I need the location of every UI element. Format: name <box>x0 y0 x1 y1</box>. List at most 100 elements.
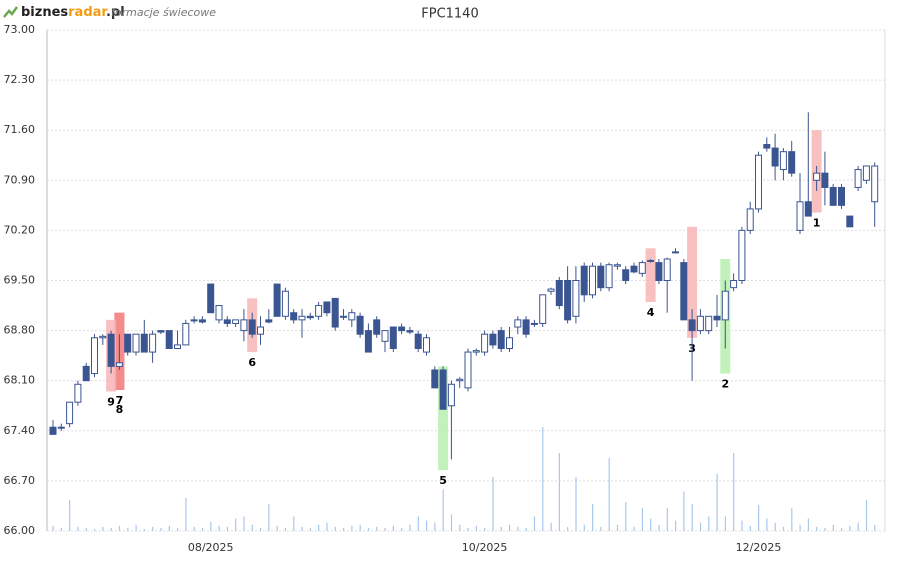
volume-bar <box>226 526 228 531</box>
volume-bar <box>235 518 237 531</box>
volume-bar <box>177 527 179 531</box>
candle-body <box>696 315 704 332</box>
candle-body <box>622 269 630 281</box>
candle-body <box>746 208 754 231</box>
candle-body <box>215 305 223 321</box>
volume-bar <box>616 524 619 531</box>
volume-bar <box>384 527 386 531</box>
volume-bar <box>857 522 859 531</box>
y-tick-label: 70.20 <box>4 223 36 236</box>
volume-bar <box>409 524 411 531</box>
volume-bar <box>401 527 403 531</box>
candle-body <box>406 330 414 333</box>
candle-body <box>854 169 862 188</box>
volume-bar <box>492 476 494 531</box>
candle-body <box>174 344 181 349</box>
x-tick-label: 08/2025 <box>188 541 234 554</box>
volume-bar <box>558 453 560 531</box>
candle-body <box>547 288 555 292</box>
y-tick-label: 73.00 <box>4 23 36 36</box>
pattern-label: 6 <box>248 356 256 369</box>
volume-bar <box>459 524 461 531</box>
pattern-label: 2 <box>721 378 729 391</box>
candle-body <box>331 297 339 328</box>
pattern-label: 5 <box>439 474 447 487</box>
candle-body <box>323 301 331 314</box>
brand-accent: radar <box>68 5 108 20</box>
candle-body <box>564 280 572 321</box>
candle-body <box>862 165 870 181</box>
volume-bar <box>160 527 162 531</box>
candle-body <box>190 319 198 322</box>
volume-bar <box>600 526 602 531</box>
candle-body <box>663 258 671 281</box>
candle-body <box>115 362 123 367</box>
candle-body <box>755 154 762 210</box>
volume-bar <box>467 527 469 531</box>
candle-body <box>522 319 530 335</box>
pattern-label: 9 <box>107 395 115 408</box>
candle-body <box>398 326 406 332</box>
candle-body <box>630 265 638 273</box>
volume-bar <box>85 527 87 531</box>
volume-bar <box>210 521 212 531</box>
candle-body <box>779 151 787 171</box>
volume-bar <box>774 522 776 531</box>
volume-bar <box>849 525 851 531</box>
candle-body <box>265 319 273 323</box>
candle-body <box>514 319 522 328</box>
pattern-box <box>438 366 449 471</box>
volume-bar <box>450 514 453 531</box>
candle-body <box>66 401 74 425</box>
subtitle: formacje świecowe <box>111 6 216 19</box>
volume-bar <box>143 528 145 531</box>
candle-body <box>281 290 289 317</box>
chart-title: FPC1140 <box>421 7 478 22</box>
volume-bar <box>658 524 660 531</box>
volume-bar <box>392 525 394 531</box>
candle-body <box>655 262 663 282</box>
candle-body <box>763 144 771 149</box>
volume-bar <box>625 501 627 531</box>
candle-body <box>555 280 563 307</box>
candle-body <box>613 264 621 267</box>
x-tick-label: 10/2025 <box>462 541 508 554</box>
volume-bar <box>201 527 204 531</box>
volume-bar <box>218 525 220 531</box>
candle-body <box>364 330 372 353</box>
volume-bar <box>608 458 610 531</box>
volume-bar <box>293 516 295 531</box>
candle-body <box>813 172 821 181</box>
candle-body <box>356 315 364 335</box>
volume-bar <box>484 527 486 531</box>
candle-body <box>489 333 497 346</box>
brand-suffix: .pl <box>106 5 125 20</box>
volume-bar <box>865 499 868 531</box>
volume-bar <box>525 527 527 531</box>
candle-body <box>74 383 82 403</box>
candle-body <box>647 259 655 262</box>
brand-name: biznes <box>21 5 68 20</box>
volume-bar <box>641 508 643 531</box>
candle-body <box>223 319 231 324</box>
volume-bar <box>102 526 104 531</box>
volume-bar <box>683 491 685 531</box>
volume-bar <box>583 524 585 531</box>
volume-bar <box>276 525 278 531</box>
candle-body <box>207 283 215 314</box>
pattern-label: 7 <box>116 394 124 407</box>
candle-body <box>315 305 323 317</box>
volume-bar <box>326 522 328 531</box>
volume-bar <box>575 476 577 531</box>
candle-body <box>439 369 447 410</box>
volume-bar <box>52 525 54 531</box>
volume-bar <box>343 527 345 531</box>
candle-body <box>497 330 505 349</box>
volume-bar <box>758 505 760 531</box>
volume-bar <box>475 525 477 531</box>
candle-body <box>232 319 240 324</box>
candle-body <box>373 319 381 335</box>
volume-bar <box>832 524 834 531</box>
candle-body <box>539 294 547 324</box>
candle-body <box>804 201 812 217</box>
